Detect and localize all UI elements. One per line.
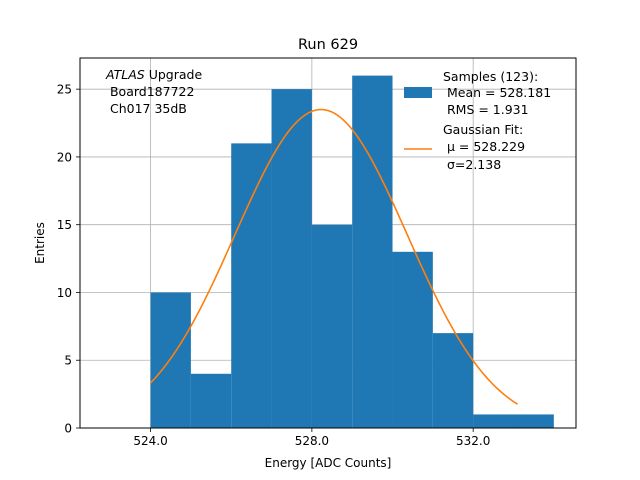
histogram-bar [150,292,191,428]
x-tick-label: 524.0 [133,434,167,448]
atlas-label: ATLAS [105,67,145,82]
histogram-bars [150,75,554,429]
histogram-bar [271,89,312,429]
legend-samples-line-2: Mean = 528.181 [443,85,551,100]
legend-samples-swatch [404,87,432,98]
legend-samples-line-3: RMS = 1.931 [443,102,529,117]
channel-label: Ch017 35dB [106,101,187,116]
x-tick-label: 528.0 [295,434,329,448]
histogram-bar [231,143,272,428]
histogram-bar [311,224,353,428]
legend-fit-line-1: Gaussian Fit: [443,122,523,137]
x-tick-label: 532.0 [456,434,490,448]
histogram-bar [473,414,514,428]
y-tick-label: 25 [57,83,72,97]
atlas-annotation: ATLAS Upgrade Board187722 Ch017 35dB [105,67,202,116]
histogram-bar [190,373,232,428]
gaussian-fit-curve [149,108,518,405]
board-label: Board187722 [106,84,194,99]
histogram-bar [352,75,393,428]
svg-text:ATLAS Upgrade: ATLAS Upgrade [105,67,202,82]
chart-title: Run 629 [298,37,358,53]
y-tick-label: 15 [57,218,72,232]
y-tick-label: 20 [57,150,72,164]
y-tick-label: 10 [57,286,72,300]
histogram-bar [513,414,554,428]
axis-ticks: 524.0 528.0 532.0 0 5 10 15 20 25 [57,83,491,448]
legend-fit-line-3: σ=2.138 [443,157,501,172]
histogram-bar [432,333,474,428]
legend-samples-line-1: Samples (123): [443,69,538,84]
y-tick-label: 5 [64,354,72,368]
y-axis-label: Entries [33,222,47,264]
legend: Samples (123): Mean = 528.181 RMS = 1.93… [404,69,551,172]
histogram-bar [392,251,433,428]
legend-fit-line-2: μ = 528.229 [443,139,525,154]
x-axis-label: Energy [ADC Counts] [265,456,392,470]
upgrade-label: Upgrade [145,67,203,82]
axes-frame [79,57,577,429]
gaussian-fit [149,108,518,405]
y-tick-label: 0 [64,422,72,436]
